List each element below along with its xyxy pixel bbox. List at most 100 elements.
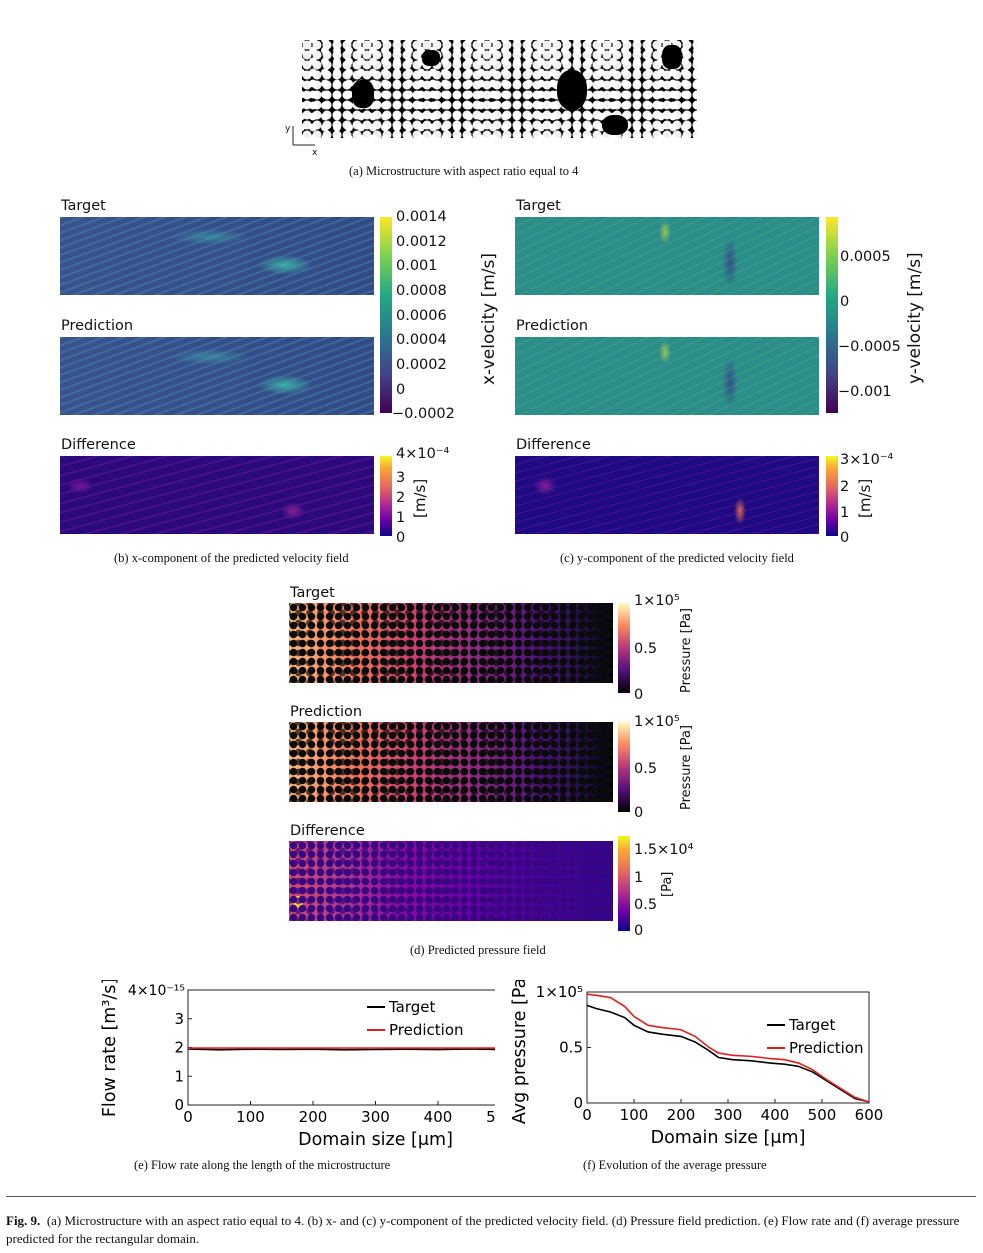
x-tick-label: 500 [486, 1108, 495, 1126]
d-target-label: Target [290, 585, 335, 601]
c-diff-unit: [m/s] [856, 478, 874, 518]
x-tick-label: 300 [714, 1106, 743, 1124]
flow-rate-chart: 01002003004005006000123TargetPredictionD… [100, 980, 495, 1150]
d-prediction-field [289, 722, 613, 802]
b-diff-tick: 3 [396, 470, 406, 486]
y-tick-label: 0.5 [559, 1039, 583, 1057]
x-tick-label: 300 [361, 1108, 390, 1126]
d-prediction-label: Prediction [290, 704, 363, 720]
b-diff-tick: 1 [396, 510, 406, 526]
d-diff-tick: 1.5×10⁴ [634, 842, 694, 858]
d-diff-colorbar [618, 836, 630, 931]
c-cbar-tick: 0.0005 [840, 249, 891, 265]
d-diff-tick: 1 [634, 870, 644, 886]
b-cbar-tick: 0.0004 [396, 332, 447, 348]
caption-divider [6, 1196, 976, 1197]
caption-f: (f) Evolution of the average pressure [583, 1158, 767, 1172]
b-diff-tick: 0 [396, 530, 406, 546]
d-difference-field [289, 841, 613, 921]
b-cbar-tick: 0.0002 [396, 357, 447, 373]
b-cbar-tick: 0 [396, 382, 406, 398]
b-diff-colorbar [380, 456, 392, 536]
c-colorbar [826, 217, 838, 413]
c-target-label: Target [516, 198, 561, 214]
c-cbar-tick: −0.001 [838, 384, 892, 400]
b-diff-tick: 4×10⁻⁴ [396, 446, 450, 462]
x-tick-label: 500 [808, 1106, 837, 1124]
x-tick-label: 200 [667, 1106, 696, 1124]
c-colorbar-label: y-velocity [m/s] [905, 252, 925, 384]
b-diff-unit: [m/s] [411, 478, 429, 518]
d-target-tick: 1×10⁵ [634, 593, 680, 609]
caption-e: (e) Flow rate along the length of the mi… [134, 1158, 391, 1172]
d-difference-label: Difference [290, 823, 365, 839]
y-tick-label: 3 [174, 1010, 184, 1028]
b-difference-label: Difference [61, 437, 136, 453]
d-prediction-colorbar [618, 722, 630, 812]
legend-label: Prediction [789, 1039, 864, 1057]
d-diff-unit: [Pa] [660, 871, 675, 897]
x-tick-label: 600 [855, 1106, 884, 1124]
y-tick-label: 1 [174, 1067, 184, 1085]
b-difference-field [60, 456, 374, 534]
y-axis-label: Flow rate [m³/s] [100, 980, 120, 1117]
d-target-field [289, 603, 613, 683]
c-diff-tick: 1 [840, 505, 850, 521]
d-prediction-tick: 1×10⁵ [634, 714, 680, 730]
figure-caption: Fig. 9. (a) Microstructure with an aspec… [6, 1212, 978, 1248]
d-prediction-tick: 0 [634, 805, 644, 821]
b-target-field [60, 217, 374, 295]
c-prediction-field [515, 337, 819, 415]
c-cbar-tick: 0 [840, 294, 850, 310]
c-diff-colorbar [826, 456, 838, 536]
axis-y-label: y [285, 124, 291, 134]
d-diff-tick: 0 [634, 923, 644, 939]
x-tick-label: 0 [582, 1106, 592, 1124]
d-target-cbar-label: Pressure [Pa] [679, 607, 694, 693]
x-axis-label: Domain size [μm] [298, 1130, 453, 1150]
caption-b: (b) x-component of the predicted velocit… [114, 551, 349, 565]
b-cbar-tick: 0.0008 [396, 283, 447, 299]
b-prediction-field [60, 337, 374, 415]
c-target-field [515, 217, 819, 295]
d-target-tick: 0.5 [634, 641, 658, 657]
avg-pressure-chart: 0 100 200 300 400 500 600 1×10⁵ 0.5 0 Target Predic… [510, 980, 884, 1148]
c-difference-label: Difference [516, 437, 591, 453]
c-diff-tick: 2 [840, 479, 850, 495]
y-scale-label: 4×10⁻¹⁵ [128, 983, 185, 999]
caption-c: (c) y-component of the predicted velocit… [560, 551, 794, 565]
legend-label: Target [388, 998, 436, 1016]
axis-x-label: x [312, 148, 318, 158]
y-tick-label: 1×10⁵ [536, 983, 583, 1001]
c-diff-tick: 3×10⁻⁴ [840, 452, 894, 468]
legend-label: Prediction [389, 1021, 464, 1039]
d-target-tick: 0 [634, 687, 644, 703]
caption-a: (a) Microstructure with aspect ratio equ… [349, 164, 579, 178]
c-difference-field [515, 456, 819, 534]
x-tick-label: 400 [761, 1106, 790, 1124]
c-prediction-label: Prediction [516, 318, 589, 334]
figure-caption-text: (a) Microstructure with an aspect ratio … [6, 1213, 960, 1246]
b-cbar-tick: 0.001 [396, 258, 438, 274]
b-prediction-label: Prediction [61, 318, 134, 334]
c-cbar-tick: −0.0005 [838, 339, 901, 355]
x-axis-label: Domain size [μm] [651, 1128, 806, 1148]
x-tick-label: 200 [299, 1108, 328, 1126]
microstructure-image [302, 40, 697, 138]
figure-number: Fig. 9. [6, 1213, 41, 1228]
d-target-colorbar [618, 603, 630, 693]
x-tick-label: 100 [236, 1108, 265, 1126]
y-tick-label: 0 [174, 1096, 184, 1114]
series-line-target [187, 1048, 495, 1051]
b-cbar-tick: 0.0014 [396, 209, 447, 225]
y-axis-label: Avg pressure [Pa] [510, 980, 530, 1124]
x-tick-label: 100 [620, 1106, 649, 1124]
c-diff-tick: 0 [840, 530, 850, 546]
b-diff-tick: 2 [396, 490, 406, 506]
series-line-prediction [586, 993, 870, 1103]
b-colorbar-label: x-velocity [m/s] [479, 253, 499, 385]
y-tick-label: 2 [174, 1039, 184, 1057]
d-prediction-tick: 0.5 [634, 761, 658, 777]
x-tick-label: 400 [424, 1108, 453, 1126]
d-prediction-cbar-label: Pressure [Pa] [679, 724, 694, 810]
